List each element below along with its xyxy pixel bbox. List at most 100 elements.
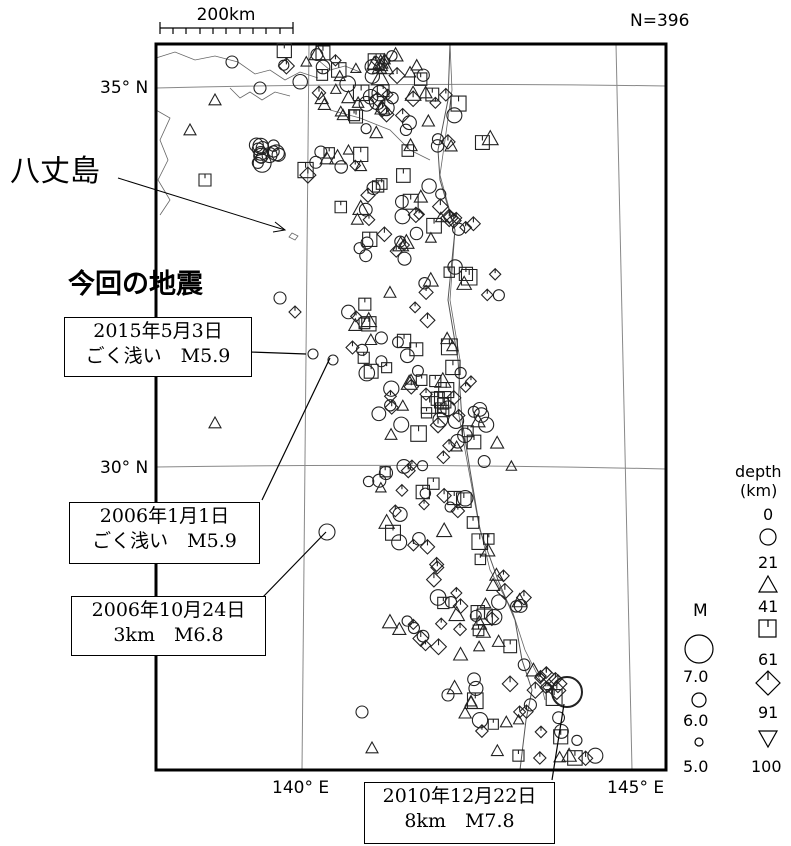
depth-value-91: 91 bbox=[758, 703, 778, 722]
earthquake-marker bbox=[480, 288, 494, 302]
earthquake-marker bbox=[447, 490, 462, 506]
earthquake-marker bbox=[433, 371, 452, 388]
earthquake-marker bbox=[587, 747, 604, 764]
earthquake-marker bbox=[443, 266, 455, 278]
earthquake-marker bbox=[225, 55, 239, 69]
earthquake-marker bbox=[434, 617, 448, 631]
earthquake-marker bbox=[342, 143, 355, 155]
scale-bar bbox=[159, 22, 294, 34]
inverted-triangle-icon bbox=[757, 730, 779, 749]
earthquake-marker bbox=[273, 291, 287, 305]
scale-bar-label: 200km bbox=[197, 5, 256, 25]
earthquake-marker bbox=[355, 343, 369, 356]
earthquake-marker bbox=[378, 106, 395, 123]
earthquake-marker bbox=[471, 533, 489, 551]
magnitude-value-7: 7.0 bbox=[683, 667, 708, 686]
earthquake-marker bbox=[532, 751, 547, 765]
earthquake-marker bbox=[329, 83, 342, 94]
callout-date: 2006年10月24日 bbox=[91, 599, 246, 621]
earthquake-marker bbox=[292, 73, 308, 90]
earthquake-marker bbox=[341, 304, 356, 320]
earthquake-marker bbox=[577, 750, 594, 767]
earthquake-marker bbox=[455, 492, 472, 509]
earthquake-marker bbox=[472, 640, 486, 652]
earthquake-markers bbox=[183, 42, 604, 767]
earthquake-marker bbox=[395, 483, 409, 497]
earthquake-marker bbox=[288, 305, 302, 319]
earthquake-marker bbox=[402, 115, 417, 131]
magnitude-5-symbol bbox=[694, 737, 704, 747]
earthquake-marker bbox=[267, 139, 280, 152]
earthquake-marker bbox=[399, 123, 413, 137]
earthquake-marker bbox=[267, 145, 280, 158]
current-earthquake-heading: 今回の地震 bbox=[68, 269, 203, 300]
earthquake-marker bbox=[349, 310, 363, 323]
earthquake-marker bbox=[403, 65, 417, 78]
earthquake-marker bbox=[408, 301, 422, 314]
earthquake-marker bbox=[364, 332, 378, 346]
earthquake-marker bbox=[436, 487, 452, 504]
earthquake-marker bbox=[470, 614, 488, 630]
earthquake-marker bbox=[331, 62, 347, 78]
callout-2006-10-24: 2006年10月24日 3km M6.8 bbox=[71, 596, 266, 656]
earthquake-marker bbox=[480, 542, 496, 557]
earthquake-marker bbox=[253, 147, 269, 164]
earthquake-marker bbox=[456, 489, 474, 507]
earthquake-marker bbox=[396, 333, 412, 349]
earthquake-marker bbox=[345, 340, 360, 355]
earthquake-marker bbox=[276, 42, 292, 59]
depth-value-0: 0 bbox=[763, 505, 773, 524]
earthquake-marker bbox=[447, 259, 463, 275]
earthquake-marker bbox=[370, 67, 390, 86]
earthquake-marker bbox=[350, 212, 365, 225]
earthquake-marker bbox=[318, 523, 336, 541]
lon-label-140: 140° E bbox=[272, 778, 329, 798]
earthquake-marker bbox=[413, 208, 426, 221]
lat-label-30: 30° N bbox=[100, 458, 148, 478]
earthquake-marker bbox=[354, 159, 368, 172]
earthquake-marker bbox=[435, 188, 447, 200]
earthquake-marker bbox=[479, 597, 492, 609]
earthquake-marker bbox=[435, 521, 453, 538]
earthquake-marker bbox=[315, 59, 331, 75]
earthquake-marker bbox=[477, 455, 491, 469]
earthquake-marker bbox=[467, 672, 481, 687]
earthquake-marker bbox=[505, 459, 518, 471]
earthquake-marker bbox=[358, 297, 372, 311]
map-frame bbox=[154, 42, 668, 772]
earthquake-marker bbox=[446, 679, 463, 695]
callout-detail: 3km M6.8 bbox=[113, 624, 224, 646]
earthquake-marker bbox=[208, 92, 222, 106]
earthquake-marker bbox=[369, 91, 386, 108]
earthquake-marker bbox=[407, 621, 421, 635]
earthquake-marker bbox=[553, 729, 569, 745]
earthquake-marker bbox=[429, 589, 447, 606]
callout-leaders bbox=[249, 351, 565, 781]
event-count: N=396 bbox=[630, 11, 689, 31]
earthquake-marker bbox=[384, 399, 397, 412]
earthquake-marker bbox=[434, 402, 447, 414]
earthquake-marker bbox=[413, 189, 429, 203]
trench-line bbox=[437, 43, 533, 771]
earthquake-marker bbox=[552, 711, 566, 725]
earthquake-marker bbox=[445, 359, 461, 376]
earthquake-marker bbox=[512, 713, 525, 725]
earthquake-marker bbox=[366, 55, 383, 70]
earthquake-marker bbox=[278, 59, 290, 71]
earthquake-marker bbox=[360, 123, 372, 135]
earthquake-marker bbox=[420, 407, 433, 419]
earthquake-marker bbox=[430, 560, 445, 575]
earthquake-marker bbox=[492, 289, 505, 302]
earthquake-marker bbox=[452, 408, 466, 423]
lon-label-145: 145° E bbox=[607, 778, 664, 798]
earthquake-marker bbox=[394, 194, 409, 209]
earthquake-marker bbox=[512, 749, 525, 762]
magnitude-value-6: 6.0 bbox=[683, 711, 708, 730]
earthquake-marker bbox=[431, 198, 449, 216]
earthquake-marker bbox=[553, 723, 569, 739]
magnitude-6-symbol bbox=[691, 692, 707, 708]
earthquake-marker bbox=[369, 125, 384, 139]
earthquake-marker bbox=[445, 339, 459, 352]
earthquake-marker bbox=[429, 416, 447, 434]
circle-icon bbox=[759, 528, 777, 546]
